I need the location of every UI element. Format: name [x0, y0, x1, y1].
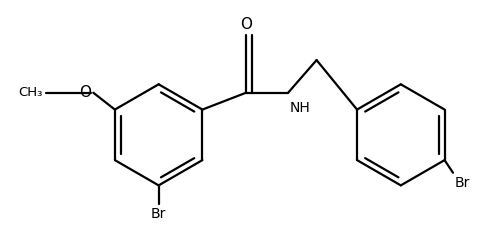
Text: O: O — [79, 85, 91, 100]
Text: Br: Br — [455, 175, 470, 189]
Text: Br: Br — [151, 207, 166, 220]
Text: CH₃: CH₃ — [19, 86, 43, 99]
Text: O: O — [240, 16, 252, 32]
Text: NH: NH — [289, 101, 310, 115]
